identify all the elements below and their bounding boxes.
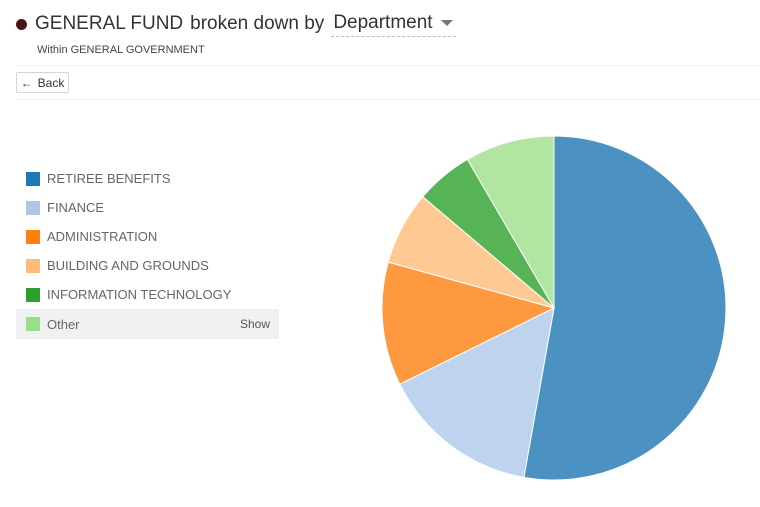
legend-swatch — [26, 229, 40, 244]
caret-down-icon — [440, 19, 453, 26]
pie-slice-other[interactable] — [466, 135, 555, 310]
legend-label: FINANCE — [47, 200, 105, 215]
back-button-label: Back — [37, 75, 65, 90]
divider — [16, 65, 760, 66]
legend-label: INFORMATION TECHNOLOGY — [47, 287, 232, 302]
subtitle: Within GENERAL GOVERNMENT — [37, 44, 205, 56]
legend-swatch — [26, 200, 40, 215]
bullet-icon — [16, 18, 27, 30]
divider — [16, 99, 760, 100]
legend-item-other[interactable]: Other Show — [16, 309, 279, 339]
legend-label: BUILDING AND GROUNDS — [47, 258, 209, 273]
pie-chart — [381, 135, 727, 481]
dimension-dropdown-value: Department — [333, 11, 433, 33]
header: GENERAL FUND broken down by Department W… — [16, 10, 760, 56]
legend-swatch — [26, 287, 40, 302]
legend-label: ADMINISTRATION — [47, 229, 158, 244]
legend-swatch — [26, 317, 40, 331]
pie-slice-finance[interactable] — [399, 307, 555, 478]
back-button[interactable]: ← Back — [16, 72, 69, 93]
page-title: GENERAL FUND — [35, 13, 184, 34]
show-other-link[interactable]: Show — [239, 317, 270, 331]
legend-label: RETIREE BENEFITS — [47, 171, 171, 186]
legend-item-administration[interactable]: ADMINISTRATION — [16, 222, 279, 251]
legend-item-retiree-benefits[interactable]: RETIREE BENEFITS — [16, 164, 279, 193]
legend: RETIREE BENEFITS FINANCE ADMINISTRATION … — [16, 164, 279, 339]
pie-slice-retiree-benefits[interactable] — [523, 135, 727, 481]
arrow-left-icon: ← — [20, 75, 33, 90]
legend-swatch — [26, 171, 40, 186]
legend-label: Other — [47, 316, 80, 332]
pie-slice-administration[interactable] — [381, 261, 556, 385]
legend-item-building-and-grounds[interactable]: BUILDING AND GROUNDS — [16, 251, 279, 280]
dimension-dropdown[interactable]: Department — [331, 11, 456, 37]
legend-swatch — [26, 258, 40, 273]
legend-item-information-technology[interactable]: INFORMATION TECHNOLOGY — [16, 280, 279, 309]
title-row: GENERAL FUND broken down by Department — [16, 10, 760, 38]
legend-item-finance[interactable]: FINANCE — [16, 193, 279, 222]
broken-down-by-text: broken down by — [190, 13, 325, 34]
